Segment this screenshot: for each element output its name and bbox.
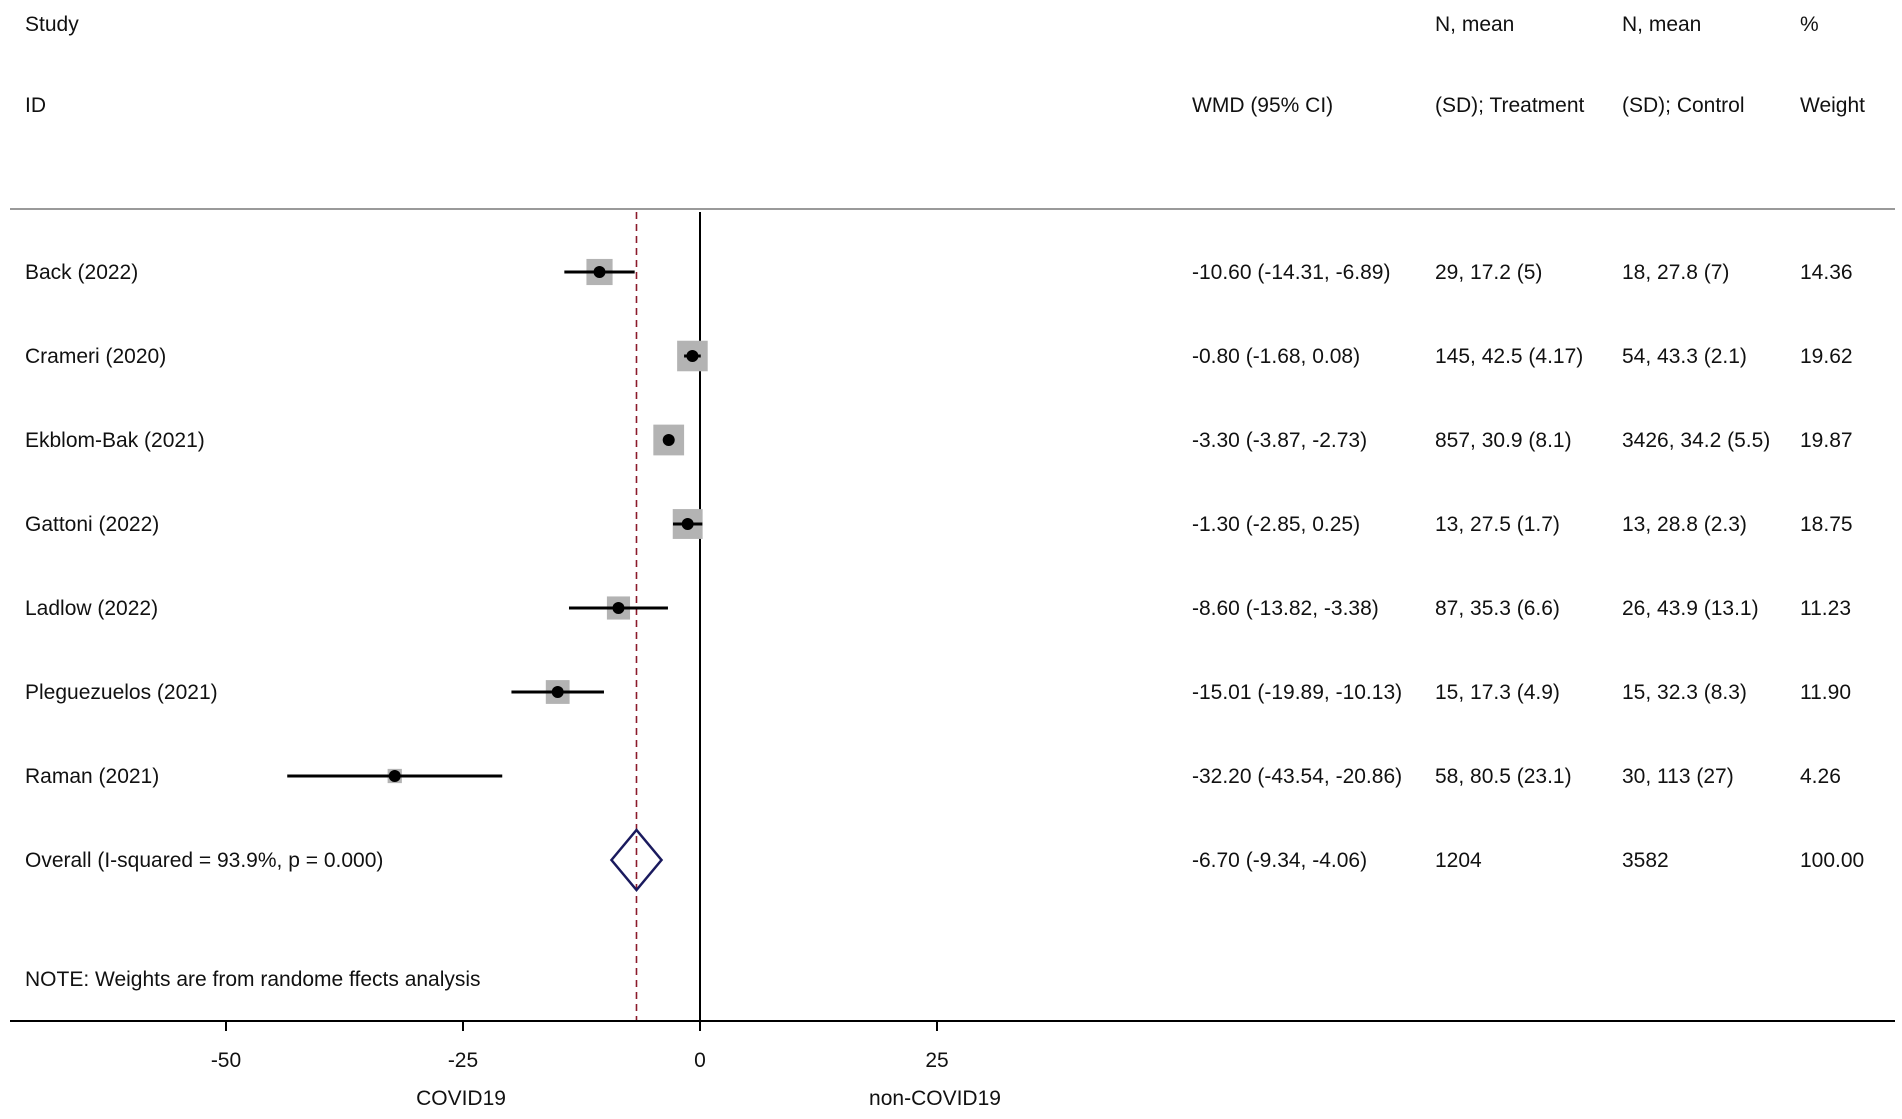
study-wmd: -8.60 (-13.82, -3.38) xyxy=(1192,597,1379,620)
study-treatment: 87, 35.3 (6.6) xyxy=(1435,597,1560,620)
header-treatment-n-mean: N, mean xyxy=(1435,13,1514,36)
x-tick-label: -25 xyxy=(448,1049,478,1072)
footnote: NOTE: Weights are from randome ffects an… xyxy=(25,968,481,991)
overall-treatment: 1204 xyxy=(1435,849,1482,872)
study-wmd: -3.30 (-3.87, -2.73) xyxy=(1192,429,1367,452)
overall-label: Overall (I-squared = 93.9%, p = 0.000) xyxy=(25,849,383,872)
x-label-covid19: COVID19 xyxy=(416,1087,506,1110)
study-label: Pleguezuelos (2021) xyxy=(25,681,218,704)
header-wmd: WMD (95% CI) xyxy=(1192,94,1333,117)
study-weight: 18.75 xyxy=(1800,513,1853,536)
overall-control: 3582 xyxy=(1622,849,1669,872)
study-weight: 19.87 xyxy=(1800,429,1853,452)
study-label: Ekblom-Bak (2021) xyxy=(25,429,205,452)
overall-diamond xyxy=(609,828,664,892)
study-treatment: 58, 80.5 (23.1) xyxy=(1435,765,1572,788)
point-estimate xyxy=(388,770,401,782)
study-control: 26, 43.9 (13.1) xyxy=(1622,597,1759,620)
study-treatment: 15, 17.3 (4.9) xyxy=(1435,681,1560,704)
overall-wmd: -6.70 (-9.34, -4.06) xyxy=(1192,849,1367,872)
point-estimate xyxy=(662,434,675,446)
study-wmd: -10.60 (-14.31, -6.89) xyxy=(1192,261,1390,284)
study-wmd: -32.20 (-43.54, -20.86) xyxy=(1192,765,1402,788)
header-study: Study xyxy=(25,13,79,36)
study-label: Back (2022) xyxy=(25,261,138,284)
study-control: 18, 27.8 (7) xyxy=(1622,261,1729,284)
point-estimate xyxy=(681,518,694,530)
point-estimate xyxy=(686,350,699,362)
study-control: 15, 32.3 (8.3) xyxy=(1622,681,1747,704)
header-weight: Weight xyxy=(1800,94,1865,117)
point-estimate xyxy=(612,602,625,614)
study-control: 30, 113 (27) xyxy=(1622,765,1734,788)
study-rows: Back (2022) -10.60 (-14.31, -6.89) 29, 17.… xyxy=(25,261,1864,872)
header-weight-percent: % xyxy=(1800,13,1819,36)
x-tick-label: 0 xyxy=(694,1049,706,1072)
study-treatment: 29, 17.2 (5) xyxy=(1435,261,1542,284)
study-weight: 4.26 xyxy=(1800,765,1841,788)
header-id: ID xyxy=(25,94,46,117)
study-wmd: -0.80 (-1.68, 0.08) xyxy=(1192,345,1360,368)
study-control: 13, 28.8 (2.3) xyxy=(1622,513,1747,536)
header-treatment-sd: (SD); Treatment xyxy=(1435,94,1585,117)
x-tick-label: -50 xyxy=(211,1049,241,1072)
x-tick-label: 25 xyxy=(925,1049,948,1072)
header-control-sd: (SD); Control xyxy=(1622,94,1745,117)
study-weight: 14.36 xyxy=(1800,261,1853,284)
study-treatment: 13, 27.5 (1.7) xyxy=(1435,513,1560,536)
study-weight: 11.23 xyxy=(1800,597,1851,620)
study-treatment: 857, 30.9 (8.1) xyxy=(1435,429,1572,452)
header-control-n-mean: N, mean xyxy=(1622,13,1701,36)
study-treatment: 145, 42.5 (4.17) xyxy=(1435,345,1583,368)
point-estimate xyxy=(593,266,606,278)
x-axis-ticks: -50 -25 0 25 xyxy=(211,1021,949,1072)
study-label: Gattoni (2022) xyxy=(25,513,159,536)
study-wmd: -1.30 (-2.85, 0.25) xyxy=(1192,513,1360,536)
study-label: Raman (2021) xyxy=(25,765,159,788)
study-wmd: -15.01 (-19.89, -10.13) xyxy=(1192,681,1402,704)
study-weight: 19.62 xyxy=(1800,345,1853,368)
study-weight: 11.90 xyxy=(1800,681,1851,704)
point-estimate xyxy=(551,686,564,698)
study-control: 54, 43.3 (2.1) xyxy=(1622,345,1747,368)
forest-marks xyxy=(287,212,708,1021)
x-label-non-covid19: non-COVID19 xyxy=(869,1087,1001,1110)
study-control: 3426, 34.2 (5.5) xyxy=(1622,429,1770,452)
study-label: Crameri (2020) xyxy=(25,345,166,368)
overall-weight: 100.00 xyxy=(1800,849,1864,872)
study-label: Ladlow (2022) xyxy=(25,597,158,620)
